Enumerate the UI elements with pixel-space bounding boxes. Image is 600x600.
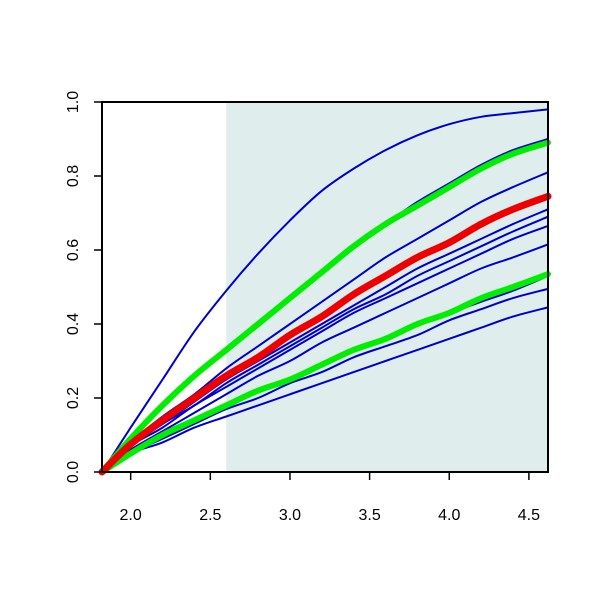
x-tick-label: 2.5 <box>199 507 221 524</box>
y-tick-label: 0.4 <box>65 313 82 335</box>
y-tick-label: 0.0 <box>65 461 82 483</box>
tick-marks <box>94 101 530 480</box>
series-lines <box>98 108 552 476</box>
series-line-blue-9 <box>101 287 549 473</box>
x-tick-label: 4.0 <box>438 507 460 524</box>
series-line-blue-7 <box>101 243 549 473</box>
series-line-blue-5 <box>101 215 549 473</box>
y-tick-label: 0.2 <box>65 387 82 409</box>
series-line-green-12 <box>99 271 551 475</box>
x-tick-label: 3.5 <box>358 507 380 524</box>
x-tick-label: 3.0 <box>279 507 301 524</box>
x-tick-label: 4.5 <box>518 507 540 524</box>
y-tick-label: 0.6 <box>65 239 82 261</box>
series-line-blue-1 <box>101 108 549 473</box>
series-line-blue-6 <box>101 224 549 473</box>
series-line-red-13 <box>98 192 552 476</box>
axes <box>101 101 549 473</box>
tick-labels: 2.0 2.5 3.0 3.5 4.0 4.5 0.0 0.2 0.4 0.6 0.8 1.0 <box>65 91 540 524</box>
y-tick-label: 1.0 <box>65 91 82 113</box>
series-line-blue-10 <box>101 306 549 473</box>
y-tick-label: 0.8 <box>65 165 82 187</box>
plot-frame <box>101 101 549 473</box>
series-line-green-11 <box>99 139 551 475</box>
x-tick-label: 2.0 <box>120 507 142 524</box>
